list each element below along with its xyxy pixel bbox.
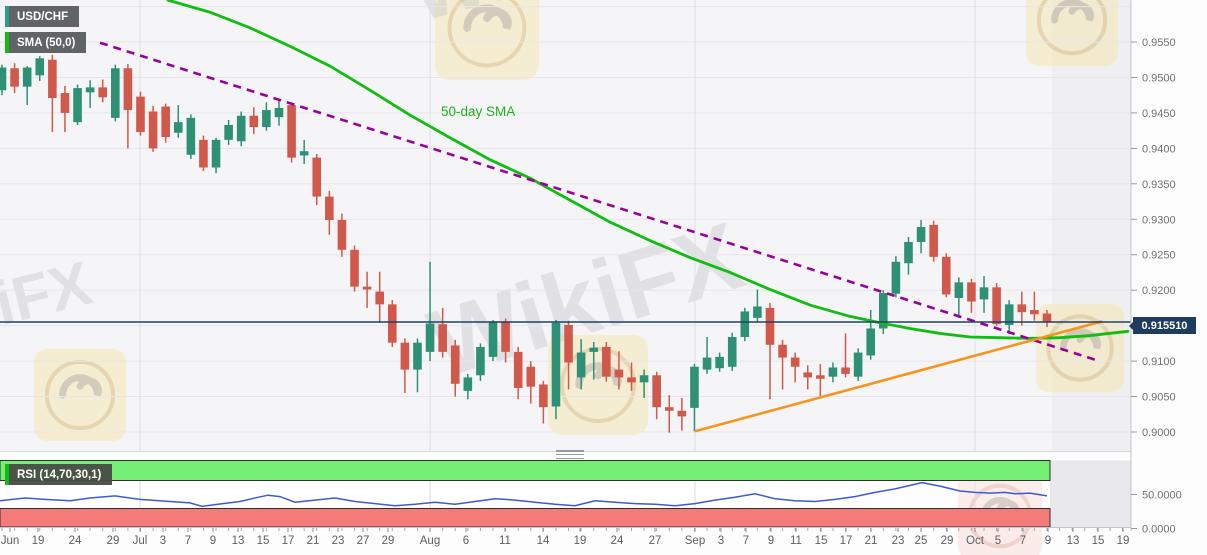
- svg-text:29: 29: [107, 535, 120, 547]
- svg-text:0.9500: 0.9500: [1142, 73, 1176, 85]
- svg-text:7: 7: [185, 535, 191, 547]
- svg-text:Oct: Oct: [966, 535, 985, 547]
- candlestick-series: [0, 54, 1052, 433]
- sma-badge-accent: [5, 32, 9, 53]
- sma-indicator-badge[interactable]: SMA (50,0): [5, 32, 87, 53]
- svg-text:6: 6: [463, 535, 469, 547]
- y-axis-labels: 0.9550 0.9500 0.9450 0.9400 0.9350 0.9300 0.92…: [1131, 37, 1176, 439]
- svg-text:0.9100: 0.9100: [1142, 356, 1176, 368]
- panel-resize-grip[interactable]: [556, 450, 584, 459]
- rsi-indicator-badge[interactable]: RSI (14,70,30,1): [5, 464, 113, 485]
- svg-text:0.9350: 0.9350: [1142, 179, 1176, 191]
- svg-text:0.9050: 0.9050: [1142, 392, 1176, 404]
- svg-text:29: 29: [382, 535, 395, 547]
- sma-50-line: [166, 0, 1130, 340]
- rsi-overbought-band: [0, 460, 1051, 481]
- svg-text:0.9450: 0.9450: [1142, 108, 1176, 120]
- svg-text:5: 5: [995, 535, 1001, 547]
- rsi-badge-accent: [5, 464, 9, 485]
- svg-text:Jun: Jun: [1, 535, 20, 547]
- brand-coin-watermark: [1026, 0, 1118, 66]
- svg-text:7: 7: [1020, 535, 1026, 547]
- rsi-axis-labels: 50.0000 0.0000: [1131, 490, 1182, 536]
- brand-coin-watermark: [435, 0, 539, 80]
- axes-layer: [0, 0, 1132, 531]
- svg-text:Aug: Aug: [420, 535, 440, 547]
- svg-text:17: 17: [282, 535, 295, 547]
- svg-text:0.9400: 0.9400: [1142, 143, 1176, 155]
- price-tag-value: 0.915510: [1141, 319, 1188, 332]
- svg-text:Jul: Jul: [133, 535, 148, 547]
- symbol-badge[interactable]: USD/CHF: [5, 6, 80, 27]
- svg-text:50.0000: 50.0000: [1142, 490, 1182, 502]
- rsi-oversold-band: [0, 508, 1051, 528]
- svg-text:21: 21: [307, 535, 320, 547]
- svg-text:0.9550: 0.9550: [1142, 37, 1176, 49]
- svg-text:17: 17: [840, 535, 853, 547]
- svg-text:0.9200: 0.9200: [1142, 285, 1176, 297]
- svg-text:11: 11: [790, 535, 802, 547]
- x-axis-labels: Jun 19 24 29 Jul 3 7 9 13 15 17 21 23 27 29 Aug 6 11 14 19 2…: [1, 528, 1130, 547]
- svg-text:23: 23: [892, 535, 905, 547]
- symbol-badge-label: USD/CHF: [17, 10, 69, 23]
- svg-text:24: 24: [611, 535, 624, 547]
- svg-text:9: 9: [768, 535, 774, 547]
- sma-badge-label: SMA (50,0): [17, 36, 76, 49]
- svg-text:14: 14: [537, 535, 550, 547]
- svg-text:24: 24: [69, 535, 82, 547]
- svg-text:27: 27: [649, 535, 662, 547]
- svg-text:13: 13: [232, 535, 245, 547]
- svg-text:19: 19: [32, 535, 45, 547]
- svg-text:15: 15: [257, 535, 270, 547]
- sma-annotation: 50-day SMA: [441, 104, 516, 119]
- svg-text:0.0000: 0.0000: [1142, 524, 1176, 536]
- svg-text:3: 3: [160, 535, 166, 547]
- svg-text:23: 23: [332, 535, 345, 547]
- svg-text:15: 15: [815, 535, 828, 547]
- svg-text:13: 13: [1067, 535, 1080, 547]
- svg-text:3: 3: [718, 535, 724, 547]
- svg-text:15: 15: [1092, 535, 1105, 547]
- rsi-nodata-region: [1050, 460, 1131, 527]
- svg-text:0.9000: 0.9000: [1142, 427, 1176, 439]
- svg-text:21: 21: [865, 535, 878, 547]
- rsi-badge-label: RSI (14,70,30,1): [17, 468, 102, 481]
- svg-text:19: 19: [574, 535, 587, 547]
- svg-text:29: 29: [941, 535, 954, 547]
- descending-trendline: [99, 41, 1096, 361]
- svg-text:0.9250: 0.9250: [1142, 250, 1176, 262]
- ascending-trendline: [694, 320, 1103, 433]
- svg-text:0.9300: 0.9300: [1142, 214, 1176, 226]
- svg-text:27: 27: [357, 535, 370, 547]
- svg-text:7: 7: [743, 535, 749, 547]
- symbol-badge-accent: [5, 6, 9, 27]
- brand-coin-watermark: [34, 349, 126, 441]
- svg-text:25: 25: [915, 535, 928, 547]
- svg-text:11: 11: [499, 535, 511, 547]
- svg-text:Sep: Sep: [685, 535, 705, 547]
- svg-text:9: 9: [210, 535, 216, 547]
- svg-text:19: 19: [1117, 535, 1130, 547]
- last-price-tag: 0.915510: [1129, 317, 1196, 334]
- rsi-line: [0, 481, 1048, 508]
- svg-text:9: 9: [1045, 535, 1051, 547]
- price-tag-pointer: [1129, 321, 1133, 330]
